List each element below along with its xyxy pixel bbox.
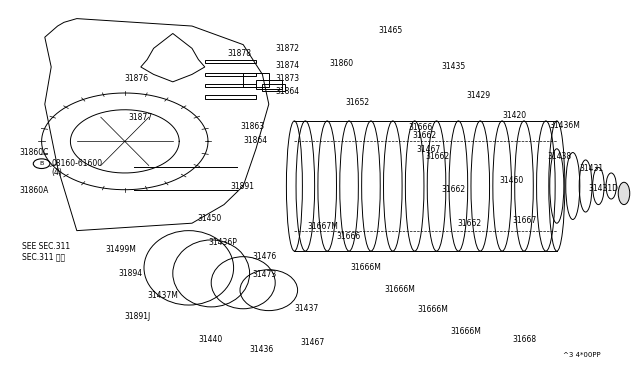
Text: 31431: 31431 (579, 164, 604, 173)
Text: 31872: 31872 (275, 44, 300, 53)
Text: 31668: 31668 (512, 335, 536, 344)
Text: 31860C: 31860C (19, 148, 49, 157)
Text: 31437M: 31437M (147, 291, 178, 300)
Text: 31666M: 31666M (351, 263, 381, 272)
Text: 31863: 31863 (240, 122, 264, 131)
Text: 31467: 31467 (416, 145, 440, 154)
Bar (205, 60, 256, 63)
Text: 31662: 31662 (413, 131, 437, 140)
Text: ^3 4*00PP: ^3 4*00PP (563, 352, 601, 358)
Text: 31878: 31878 (227, 49, 251, 58)
Text: 31450: 31450 (197, 214, 221, 223)
Text: (4): (4) (51, 168, 62, 177)
Text: 31436M: 31436M (549, 121, 580, 130)
Text: 31667: 31667 (512, 216, 536, 225)
Text: 31473: 31473 (253, 270, 277, 279)
Text: 31667M: 31667M (307, 222, 338, 231)
Text: 31431D: 31431D (589, 185, 619, 193)
Text: 31876: 31876 (125, 74, 149, 83)
Text: 31891J: 31891J (125, 312, 151, 321)
Text: SEE SEC.311: SEE SEC.311 (22, 242, 70, 251)
Text: 31666: 31666 (336, 232, 360, 241)
Text: 31860A: 31860A (19, 186, 49, 195)
Bar (205, 84, 256, 87)
Text: 31873: 31873 (275, 74, 300, 83)
Text: 31438: 31438 (547, 152, 572, 161)
Text: 31864: 31864 (243, 136, 268, 145)
Text: 31476: 31476 (253, 252, 277, 261)
Text: 31860: 31860 (330, 59, 354, 68)
Text: 31499M: 31499M (106, 245, 136, 254)
Ellipse shape (618, 182, 630, 205)
Bar (256, 80, 282, 89)
Text: 31652: 31652 (346, 98, 370, 107)
Text: 31662: 31662 (442, 185, 466, 194)
Text: 31436P: 31436P (208, 238, 237, 247)
Text: 31467: 31467 (301, 339, 325, 347)
Text: 31864: 31864 (275, 87, 300, 96)
Text: 31891: 31891 (230, 182, 254, 190)
Text: B: B (40, 161, 44, 166)
Text: 31877: 31877 (128, 113, 152, 122)
Bar (262, 84, 285, 91)
Text: 31666M: 31666M (417, 305, 448, 314)
Text: 31662: 31662 (458, 219, 482, 228)
Text: 31436: 31436 (250, 345, 274, 354)
Text: 31666M: 31666M (384, 285, 415, 294)
Text: 31429: 31429 (466, 92, 490, 100)
Bar (243, 73, 269, 87)
Bar (205, 95, 256, 99)
Text: 31894: 31894 (118, 269, 143, 278)
Text: 31666M: 31666M (451, 327, 481, 336)
Text: 31437: 31437 (294, 304, 319, 313)
Text: 31666: 31666 (408, 123, 433, 132)
Bar (205, 73, 256, 76)
Text: 31874: 31874 (275, 61, 300, 70)
Text: 31420: 31420 (502, 111, 527, 120)
Text: 31440: 31440 (198, 335, 223, 344)
Text: 08160-61600: 08160-61600 (51, 159, 102, 168)
Text: SEC.311 参照: SEC.311 参照 (22, 252, 65, 261)
Text: 31465: 31465 (379, 26, 403, 35)
Text: 31460: 31460 (499, 176, 524, 185)
Text: 31435: 31435 (442, 62, 466, 71)
Text: 31662: 31662 (426, 153, 450, 161)
